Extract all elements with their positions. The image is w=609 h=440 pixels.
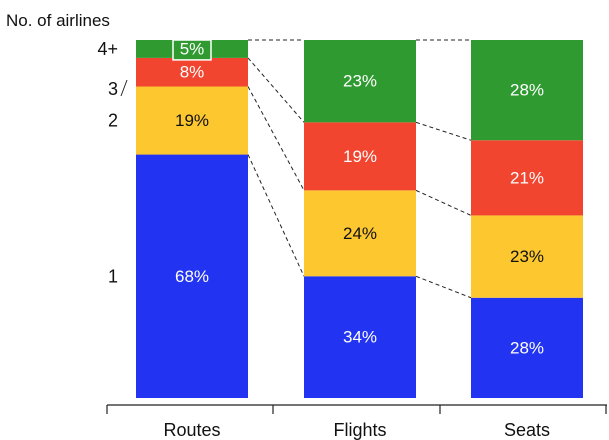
- connector-line: [415, 275, 472, 299]
- bar-segment-seats-4plus: [471, 40, 583, 141]
- connector-line: [247, 154, 305, 277]
- data-label-bg: [172, 39, 212, 61]
- data-label-flights-1: 34%: [343, 328, 377, 347]
- data-label-seats-3: 21%: [510, 168, 544, 187]
- x-axis: Routes Flights Seats: [106, 404, 607, 440]
- data-label-flights-4plus: 23%: [343, 72, 377, 91]
- group-label-1: 1: [108, 266, 118, 286]
- bar-segment-routes-3: [136, 57, 248, 87]
- bar-segment-seats-2: [471, 215, 583, 298]
- data-label-routes-1: 68%: [175, 267, 209, 286]
- group-label-4plus: 4+: [97, 39, 118, 59]
- data-label-routes-4plus: 5%: [180, 39, 205, 58]
- bar-segment-seats-1: [471, 297, 583, 398]
- chart-title: No. of airlines: [6, 11, 110, 30]
- group-label-2: 2: [108, 111, 118, 131]
- connector-line: [415, 189, 472, 216]
- data-label-seats-1: 28%: [510, 338, 544, 357]
- connector-lines: [247, 39, 472, 299]
- bars: 68% 19% 8% 5% 34% 24% 19% 23% 28% 23% 21% 28%: [136, 39, 583, 398]
- data-label-routes-3: 8%: [180, 63, 205, 82]
- x-tick-label-routes: Routes: [163, 420, 220, 440]
- connector-line: [247, 57, 305, 123]
- bar-segment-seats-3: [471, 140, 583, 216]
- data-label-seats-2: 23%: [510, 247, 544, 266]
- x-tick-label-seats: Seats: [504, 420, 550, 440]
- group-label-3: 3: [108, 79, 118, 99]
- bar-segment-routes-1: [136, 154, 248, 398]
- bar-segment-flights-4plus: [304, 40, 416, 123]
- bar-segment-flights-3: [304, 122, 416, 191]
- connector-line: [247, 86, 305, 191]
- data-label-flights-2: 24%: [343, 224, 377, 243]
- connector-line: [415, 121, 472, 141]
- x-tick-label-flights: Flights: [333, 420, 386, 440]
- bar-segment-flights-2: [304, 190, 416, 277]
- bar-segment-flights-1: [304, 276, 416, 398]
- bar-segment-routes-2: [136, 86, 248, 155]
- group-labels: 1 2 3 4+: [97, 39, 128, 286]
- data-label-routes-2: 19%: [175, 111, 209, 130]
- data-label-seats-4plus: 28%: [510, 81, 544, 100]
- data-label-flights-3: 19%: [343, 147, 377, 166]
- group-label-pointer: [120, 79, 128, 97]
